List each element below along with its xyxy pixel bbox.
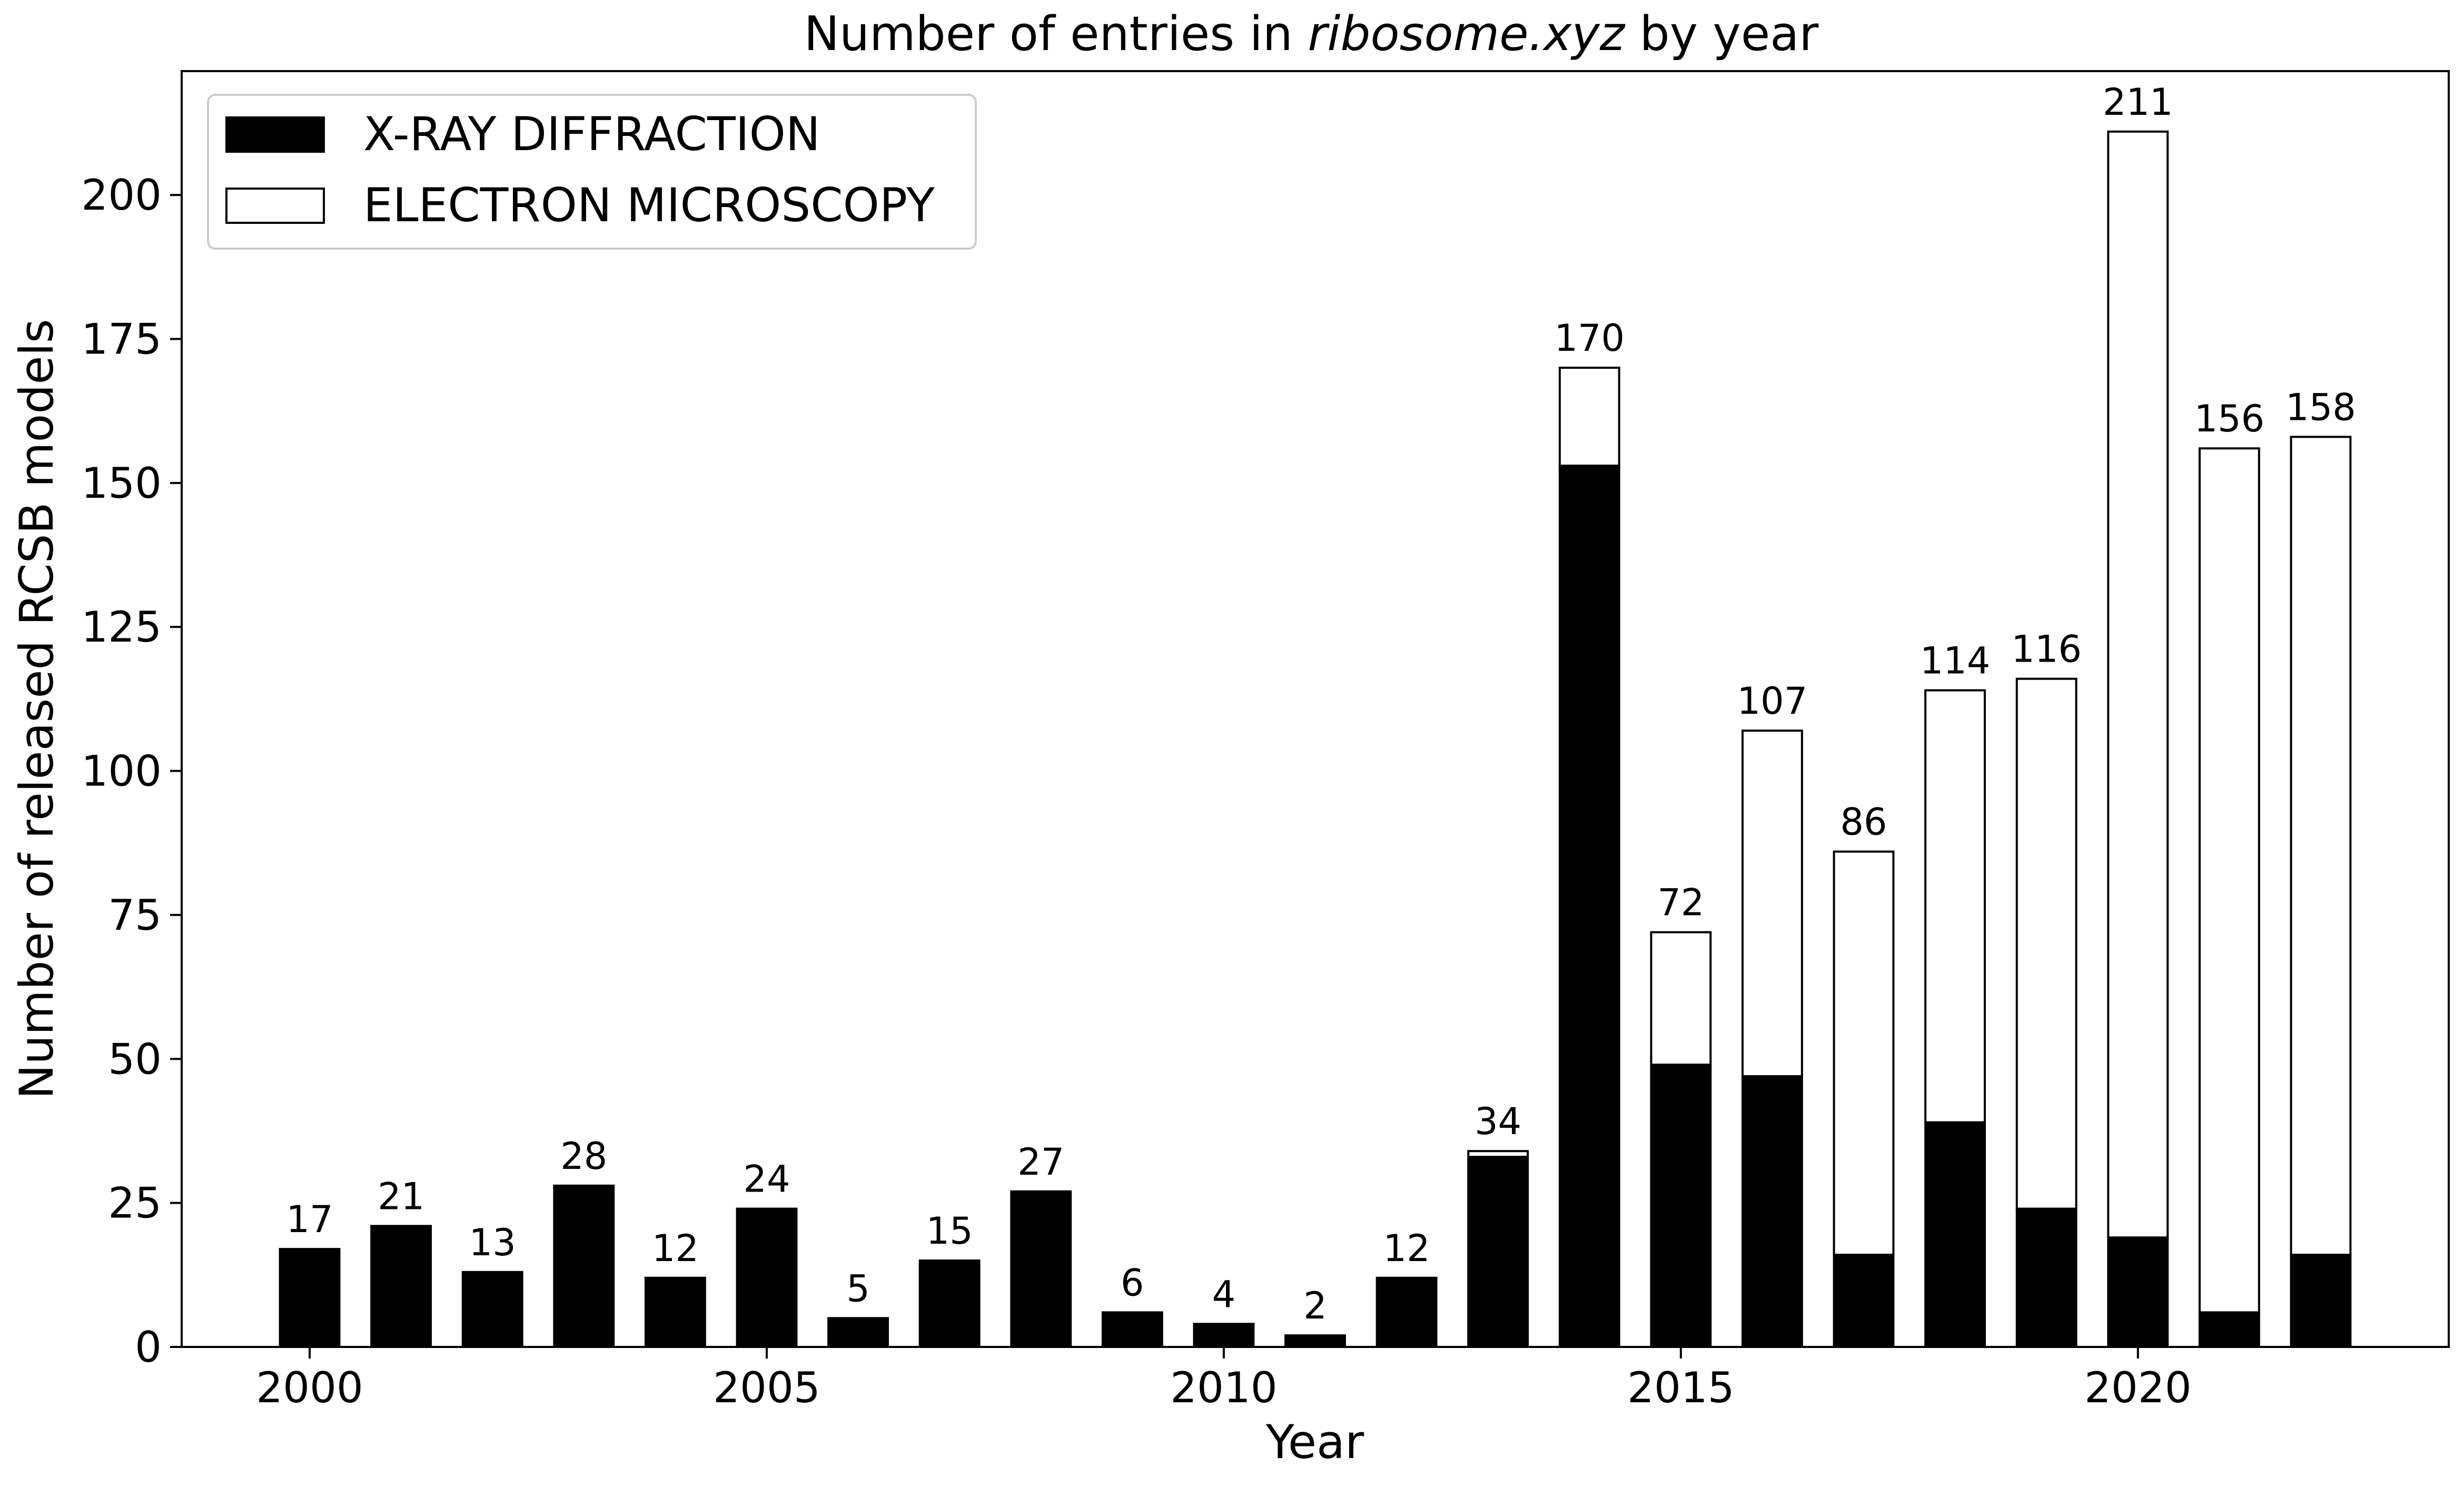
x-axis-ticks: 2000 2005 2010 2015 2020 [256,1347,2192,1412]
bar-em-2016 [1741,730,1803,1078]
data-label-2011: 2 [1303,1284,1327,1327]
chart-title-prefix: Number of entries in [804,6,1308,62]
bar-em-2022 [2290,436,2352,1256]
legend-swatch-xray [225,116,325,153]
y-tick-label-200: 200 [81,171,162,220]
data-label-2002: 13 [469,1221,516,1264]
bar-em-2020 [2107,130,2169,1239]
data-label-2006: 5 [846,1267,870,1310]
bar-em-2017 [1833,850,1895,1256]
chart-title-suffix: by year [1625,6,1818,62]
bar-xray-2017 [1833,1254,1895,1348]
bar-em-2018 [1924,689,1986,1124]
bar-xray-2009 [1101,1311,1163,1349]
bar-xray-2018 [1924,1121,1986,1348]
bar-xray-2016 [1741,1075,1803,1349]
y-tick-label-75: 75 [108,891,162,940]
bar-em-2013 [1467,1150,1529,1158]
bar-xray-2003 [553,1184,615,1349]
data-label-2012: 12 [1383,1227,1430,1270]
bar-xray-2019 [2015,1207,2077,1348]
data-label-2003: 28 [560,1135,607,1178]
bar-xray-2012 [1376,1276,1438,1349]
y-tick-label-50: 50 [108,1035,162,1084]
legend-label-em: ELECTRON MICROSCOPY [363,178,935,232]
bar-xray-2007 [918,1259,981,1348]
x-tick-label-2015: 2015 [1627,1363,1735,1412]
y-axis-ticks: 0 25 50 75 100 125 150 175 200 [81,171,182,1372]
bar-xray-2004 [644,1276,706,1349]
bar-em-2019 [2015,677,2077,1210]
data-label-2013: 34 [1475,1100,1521,1143]
bar-em-2014 [1558,367,1620,467]
data-label-2000: 17 [286,1198,333,1241]
data-label-2022: 158 [2285,386,2356,429]
data-labels-group: 17 21 13 28 12 24 5 15 27 6 4 2 12 34 170 72 107 86 114 116… [286,81,2356,1327]
data-label-2004: 12 [652,1227,699,1270]
bar-xray-2002 [461,1271,523,1349]
data-label-2021: 156 [2194,397,2265,440]
bar-xray-2014 [1558,465,1620,1349]
y-tick-label-100: 100 [81,747,162,796]
y-tick-label-25: 25 [108,1179,162,1228]
data-label-2001: 21 [378,1175,424,1218]
chart-title: Number of entries in ribosome.xyz by yea… [804,6,1819,62]
x-tick-label-2005: 2005 [713,1363,820,1412]
legend-swatch-em [225,188,325,224]
bar-xray-2011 [1284,1334,1346,1348]
legend-label-xray: X-RAY DIFFRACTION [363,107,820,161]
y-tick-label-175: 175 [81,314,162,363]
bar-xray-2008 [1010,1190,1072,1349]
data-label-2007: 15 [926,1209,973,1253]
data-label-2005: 24 [743,1158,790,1201]
bar-xray-2005 [736,1207,798,1348]
data-label-2017: 86 [1840,801,1887,844]
bar-xray-2006 [827,1317,889,1349]
chart-title-italic: ribosome.xyz [1308,6,1625,62]
x-tick-label-2010: 2010 [1170,1363,1278,1412]
data-label-2008: 27 [1017,1140,1064,1184]
bar-xray-2021 [2198,1311,2260,1349]
bar-em-2021 [2198,447,2260,1314]
plot-area-frame [181,70,2450,1348]
data-label-2018: 114 [1920,639,1991,682]
data-label-2016: 107 [1737,680,1808,723]
y-tick-label-0: 0 [135,1323,162,1372]
bar-xray-2022 [2290,1254,2352,1348]
legend: X-RAY DIFFRACTION ELECTRON MICROSCOPY [207,94,977,250]
bar-em-2015 [1650,931,1712,1066]
bar-xray-2001 [370,1225,432,1349]
bar-xray-2020 [2107,1236,2169,1349]
bars-group [279,130,2352,1349]
y-tick-label-150: 150 [81,459,162,508]
bar-xray-2000 [279,1248,341,1348]
data-label-2020: 211 [2103,81,2173,124]
bar-xray-2010 [1193,1323,1255,1349]
data-label-2015: 72 [1657,881,1704,924]
bar-xray-2015 [1650,1064,1712,1348]
x-tick-label-2020: 2020 [2084,1363,2192,1412]
data-label-2010: 4 [1212,1273,1236,1316]
data-label-2014: 170 [1554,317,1625,360]
data-label-2009: 6 [1121,1261,1144,1304]
x-axis-label: Year [1265,1415,1364,1469]
legend-frame [207,94,977,250]
y-tick-label-125: 125 [81,603,162,652]
bar-xray-2013 [1467,1156,1529,1348]
data-label-2019: 116 [2011,628,2082,671]
x-tick-label-2000: 2000 [256,1363,363,1412]
y-axis-label: Number of released RCSB models [9,319,64,1099]
